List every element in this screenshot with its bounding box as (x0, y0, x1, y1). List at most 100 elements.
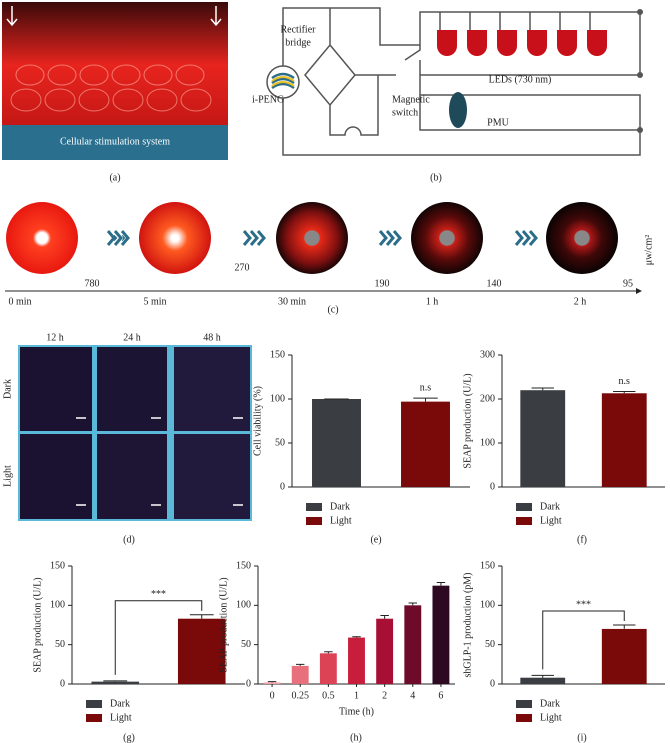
chevron (106, 230, 130, 246)
y-tick-label: 150 (270, 349, 285, 360)
x-tick-label: 4 (410, 690, 415, 701)
intensity-value: 270 (235, 262, 250, 273)
y-tick-label: 0 (60, 678, 65, 689)
y-tick-label: 200 (480, 393, 495, 404)
light-spot (276, 202, 348, 274)
column-header: 24 h (123, 332, 141, 343)
time-label: 1 h (426, 296, 439, 307)
error-bar (531, 387, 554, 391)
column-header: 48 h (203, 332, 221, 343)
x-tick-label: 6 (438, 690, 443, 701)
intensity-value: 780 (85, 278, 100, 289)
legend-swatch (516, 714, 532, 722)
significance-label: *** (151, 589, 166, 600)
x-tick-label: 2 (382, 690, 387, 701)
legend-swatch (516, 700, 532, 708)
y-tick-label: 150 (480, 560, 495, 571)
bar (91, 681, 140, 684)
error-bar (352, 636, 361, 638)
x-tick-label: 0.5 (322, 690, 335, 701)
bar (432, 585, 450, 684)
error-bar (531, 674, 554, 678)
panel-label: (i) (577, 732, 586, 743)
bar (348, 637, 365, 684)
x-tick-label: 0 (270, 690, 275, 701)
legend-label: Light (540, 515, 562, 526)
error-bar (189, 614, 214, 619)
significance-label: n.s (420, 382, 432, 393)
panel-label: (c) (327, 304, 338, 315)
error-bar (413, 397, 438, 402)
legend-swatch (306, 503, 322, 511)
error-bar (267, 681, 277, 683)
legend-label: Dark (330, 501, 350, 512)
intensity-value: 95 (623, 278, 633, 289)
bar (312, 399, 361, 487)
column-header: 12 h (46, 332, 64, 343)
x-tick-label: 1 (354, 690, 359, 701)
microscopy-panel: 12 h 24 h 48 h Dark Light (2, 332, 252, 521)
y-axis-title: SEAP production (U/L) (218, 577, 229, 672)
error-bar (436, 582, 446, 586)
significance-bracket (114, 600, 203, 675)
x-tick-label: 0.25 (291, 690, 309, 701)
chevron (514, 230, 538, 246)
panel-label: (a) (109, 172, 120, 183)
rectifier-label: bridge (285, 37, 311, 48)
error-bar (613, 391, 636, 394)
legend-swatch (306, 517, 322, 525)
time-label: 0 min (8, 296, 31, 307)
legend-label: Light (110, 712, 132, 723)
y-tick-label: 0 (280, 481, 285, 492)
legend-swatch (516, 517, 532, 525)
error-bar (408, 602, 418, 606)
legend-swatch (86, 714, 102, 722)
leds-label: LEDs (730 nm) (489, 74, 552, 85)
y-tick-label: 0 (246, 678, 251, 689)
y-tick-label: 100 (480, 600, 495, 611)
y-tick-label: 50 (275, 437, 285, 448)
legend-swatch (516, 503, 532, 511)
error-bar (324, 651, 333, 654)
y-tick-label: 100 (50, 600, 65, 611)
row-header: Dark (2, 379, 13, 399)
y-tick-label: 100 (270, 393, 285, 404)
significance-label: n.s (619, 376, 631, 387)
bar (520, 677, 566, 684)
intensity-value: 190 (375, 278, 390, 289)
intensity-unit: μw/cm² (643, 235, 654, 266)
bar (401, 401, 450, 487)
y-tick-label: 150 (50, 560, 65, 571)
light-spot (546, 202, 618, 274)
switch-label: switch (392, 107, 418, 118)
y-axis-title: SEAP production (U/L) (32, 577, 43, 672)
x-axis-title: Time (h) (339, 706, 374, 717)
source-label: i-PENG (252, 94, 284, 105)
rectifier-label: Rectifier (281, 24, 317, 35)
chevron (242, 230, 266, 246)
chevron (378, 230, 402, 246)
significance-label: *** (576, 599, 591, 610)
y-axis-title: SEAP production (U/L) (462, 373, 473, 468)
error-bar (613, 624, 636, 629)
panel-label: (d) (123, 534, 135, 545)
y-tick-label: 0 (490, 481, 495, 492)
panel-label: (b) (430, 172, 442, 183)
y-tick-label: 50 (55, 639, 65, 650)
panel-label: (f) (577, 534, 587, 545)
panel-label: (g) (123, 732, 135, 743)
y-tick-label: 300 (480, 349, 495, 360)
y-tick-label: 150 (236, 560, 251, 571)
pmu-label: PMU (487, 117, 509, 128)
bar (376, 618, 394, 684)
light-spot (411, 202, 483, 274)
bar (404, 605, 422, 684)
error-bar (295, 663, 305, 666)
y-tick-label: 50 (241, 639, 251, 650)
legend-swatch (86, 700, 102, 708)
y-axis-title: Cell viability (%) (252, 386, 263, 456)
time-label: 2 h (574, 296, 587, 307)
circuit-diagram: Rectifier bridge i-PENG Magnetic switch … (252, 7, 643, 156)
light-spot (6, 202, 78, 274)
